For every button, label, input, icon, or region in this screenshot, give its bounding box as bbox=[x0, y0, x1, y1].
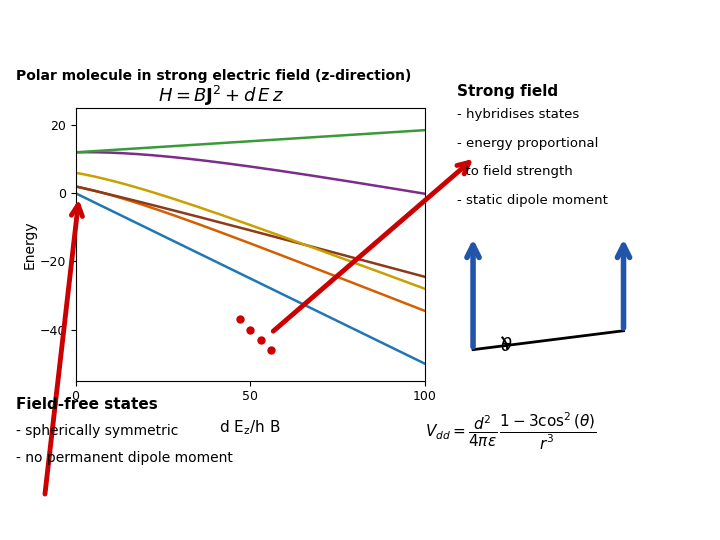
Text: - static dipole moment: - static dipole moment bbox=[457, 194, 608, 207]
Text: - energy proportional: - energy proportional bbox=[457, 137, 598, 150]
Text: Polar molecule in strong electric field (z-direction): Polar molecule in strong electric field … bbox=[16, 69, 411, 83]
Text: Strong field: Strong field bbox=[457, 84, 558, 99]
Text: - no permanent dipole moment: - no permanent dipole moment bbox=[16, 451, 233, 465]
Text: $H = B\mathbf{J}^2 + d\,E\,z$: $H = B\mathbf{J}^2 + d\,E\,z$ bbox=[158, 84, 284, 108]
Text: - hybridises states: - hybridises states bbox=[457, 108, 580, 121]
Text: $V_{dd} = \dfrac{d^2}{4\pi\epsilon}\,\dfrac{1-3\cos^2(\theta)}{r^3}$: $V_{dd} = \dfrac{d^2}{4\pi\epsilon}\,\df… bbox=[425, 410, 596, 451]
Text: Field-free states: Field-free states bbox=[16, 397, 158, 412]
Text: $\theta$: $\theta$ bbox=[500, 338, 513, 355]
Y-axis label: Energy: Energy bbox=[23, 220, 37, 269]
Text: to field strength: to field strength bbox=[457, 165, 573, 178]
Text: $\mathregular{d\ E_z/h\ B}$: $\mathregular{d\ E_z/h\ B}$ bbox=[220, 418, 281, 437]
Text: - spherically symmetric: - spherically symmetric bbox=[16, 424, 179, 438]
Text: Polar molecules and static dipoles: Polar molecules and static dipoles bbox=[18, 11, 586, 44]
